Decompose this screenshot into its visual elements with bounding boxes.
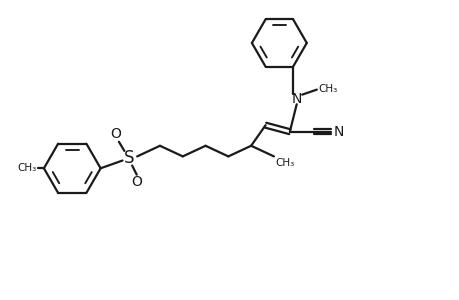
Text: CH₃: CH₃ bbox=[17, 163, 36, 173]
Text: O: O bbox=[111, 128, 121, 142]
Text: S: S bbox=[123, 149, 134, 167]
Text: N: N bbox=[333, 125, 343, 139]
Text: N: N bbox=[291, 92, 301, 106]
Text: O: O bbox=[131, 175, 142, 189]
Text: CH₃: CH₃ bbox=[275, 158, 294, 168]
Text: CH₃: CH₃ bbox=[318, 84, 337, 94]
